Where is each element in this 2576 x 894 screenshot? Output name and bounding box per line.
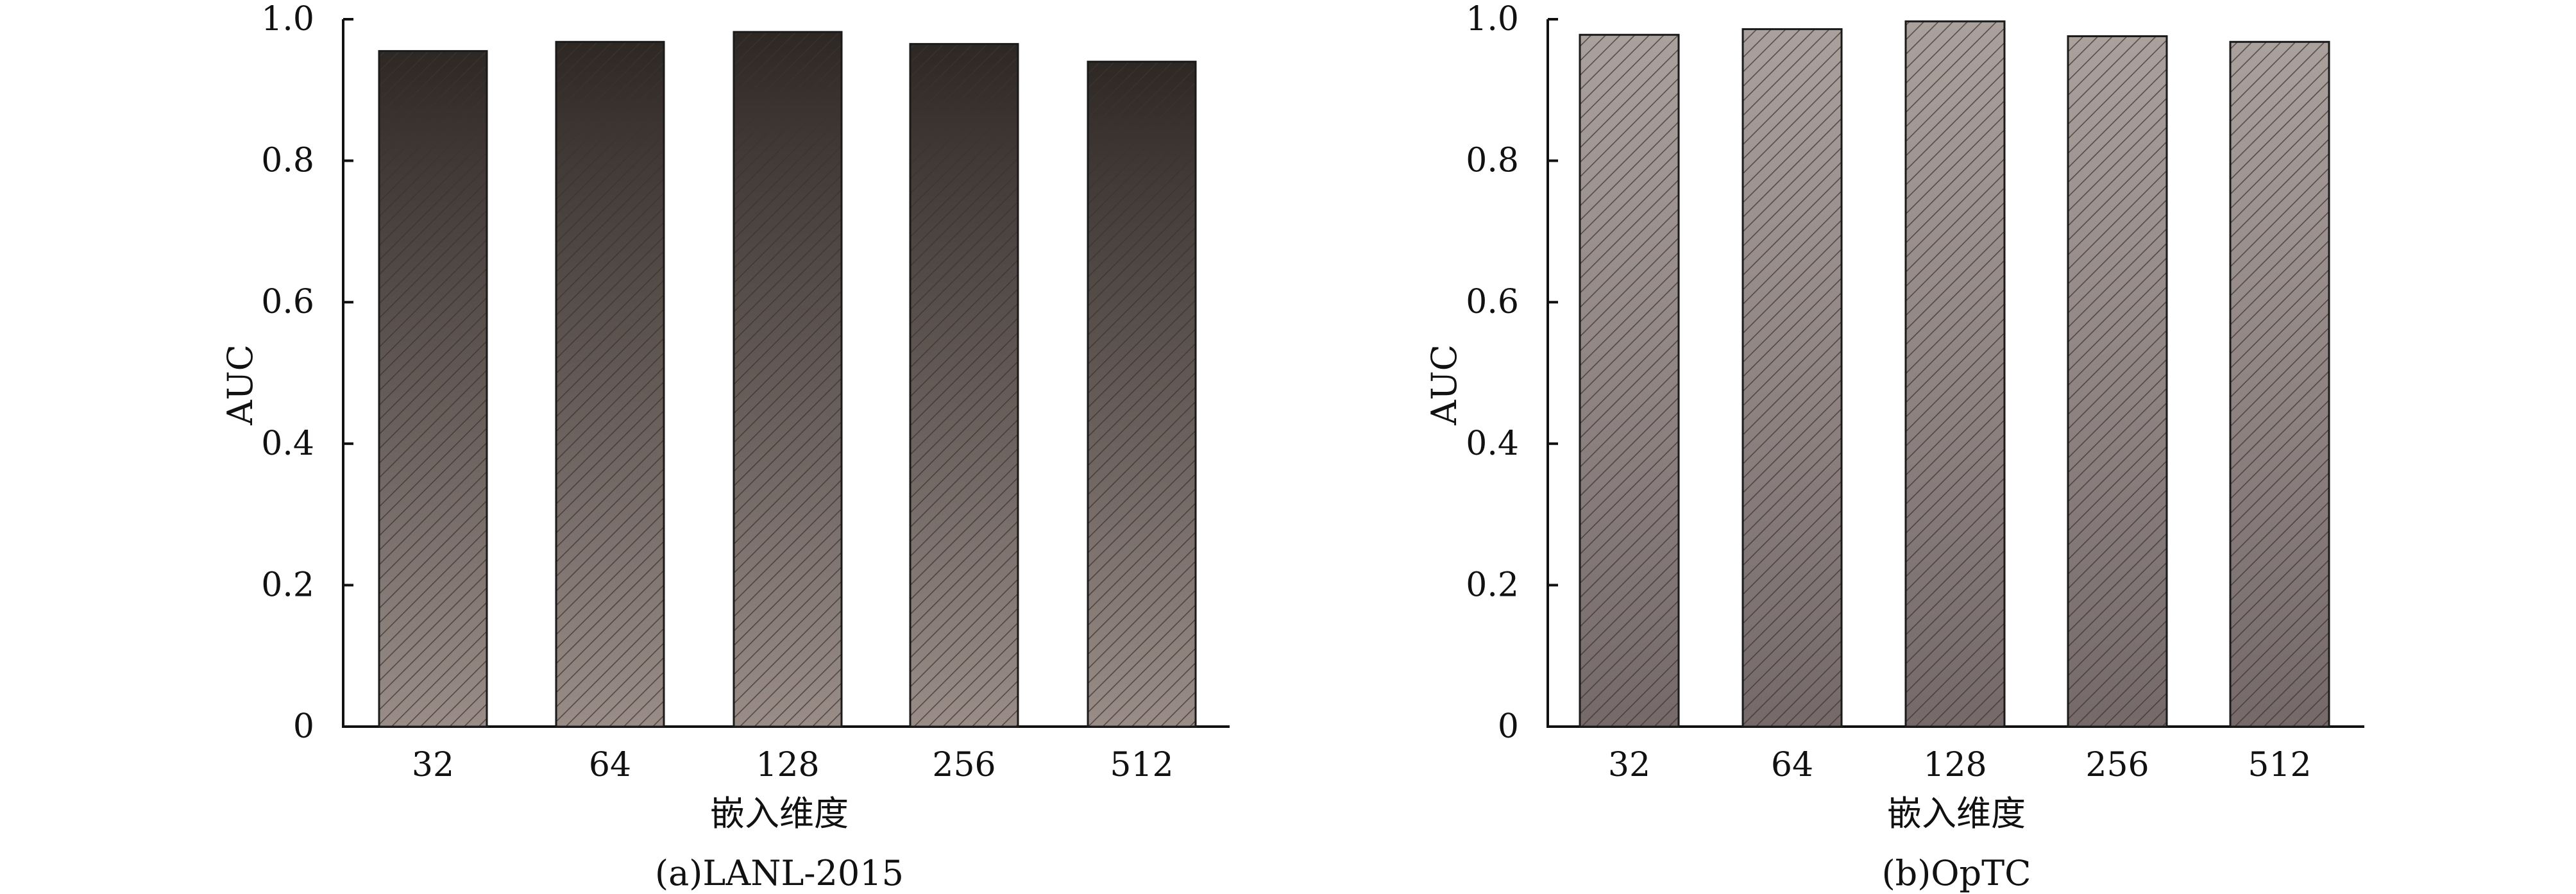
y-tick-label: 1.0 [261, 0, 314, 38]
bar-256 [909, 43, 1019, 728]
x-tick-label: 64 [589, 746, 631, 784]
y-axis-label: AUC [220, 344, 260, 426]
x-tick-labels: 32 64 128 256 512 [412, 746, 1174, 784]
y-tick-label: 0.8 [1466, 142, 1519, 180]
y-tick-label: 1.0 [1466, 0, 1519, 38]
x-axis-label: 嵌入维度 [1887, 793, 2026, 834]
bar-128 [733, 31, 843, 728]
x-tick-label: 32 [1608, 746, 1650, 784]
x-axis-label: 嵌入维度 [710, 793, 849, 834]
bar-128 [1904, 20, 2006, 728]
y-tick-label: 0.2 [1466, 566, 1519, 604]
y-tick-label: 0.6 [261, 283, 314, 321]
y-ticks: 0 0.2 0.4 0.6 0.8 1.0 [261, 0, 353, 746]
chart-caption: (b)OpTC [1882, 853, 2031, 893]
x-tick-label: 512 [2248, 746, 2311, 784]
chart-panel-b: 00.20.40.60.81.0 32 64 128 256 512 AUC 嵌入维度 … [1424, 0, 2364, 893]
bar-64 [555, 40, 665, 728]
y-ticks: 0 0.2 0.4 0.6 0.8 1.0 [1466, 0, 1558, 746]
bar-512 [1087, 60, 1197, 728]
chart-panel-a: 00.20.40.60.81.0 32 64 128 256 512 AUC 嵌入维度 … [220, 0, 1230, 893]
bar-32 [378, 50, 488, 728]
y-tick-label: 0.4 [1466, 425, 1519, 463]
y-tick-label: 0.4 [261, 425, 314, 463]
y-tick-label: 0 [1498, 707, 1519, 746]
chart-caption: (a)LANL-2015 [655, 853, 904, 893]
bar-32 [1579, 33, 1680, 728]
x-tick-label: 64 [1771, 746, 1813, 784]
y-tick-label: 0 [293, 707, 314, 746]
y-tick-label: 0.2 [261, 566, 314, 604]
x-tick-label: 128 [756, 746, 819, 784]
y-tick-label: 0.8 [261, 142, 314, 180]
x-tick-labels: 32 64 128 256 512 [1608, 746, 2312, 784]
y-tick-label: 0.6 [1466, 283, 1519, 321]
bar-64 [1741, 28, 1843, 728]
x-tick-label: 256 [932, 746, 996, 784]
x-tick-label: 128 [1923, 746, 1987, 784]
bar-512 [2229, 40, 2330, 728]
y-axis-label: AUC [1424, 344, 1464, 426]
x-tick-label: 32 [412, 746, 454, 784]
x-tick-label: 256 [2085, 746, 2149, 784]
bars [1579, 20, 2330, 728]
bars [378, 31, 1197, 728]
x-tick-label: 512 [1110, 746, 1173, 784]
bar-256 [2067, 35, 2168, 728]
